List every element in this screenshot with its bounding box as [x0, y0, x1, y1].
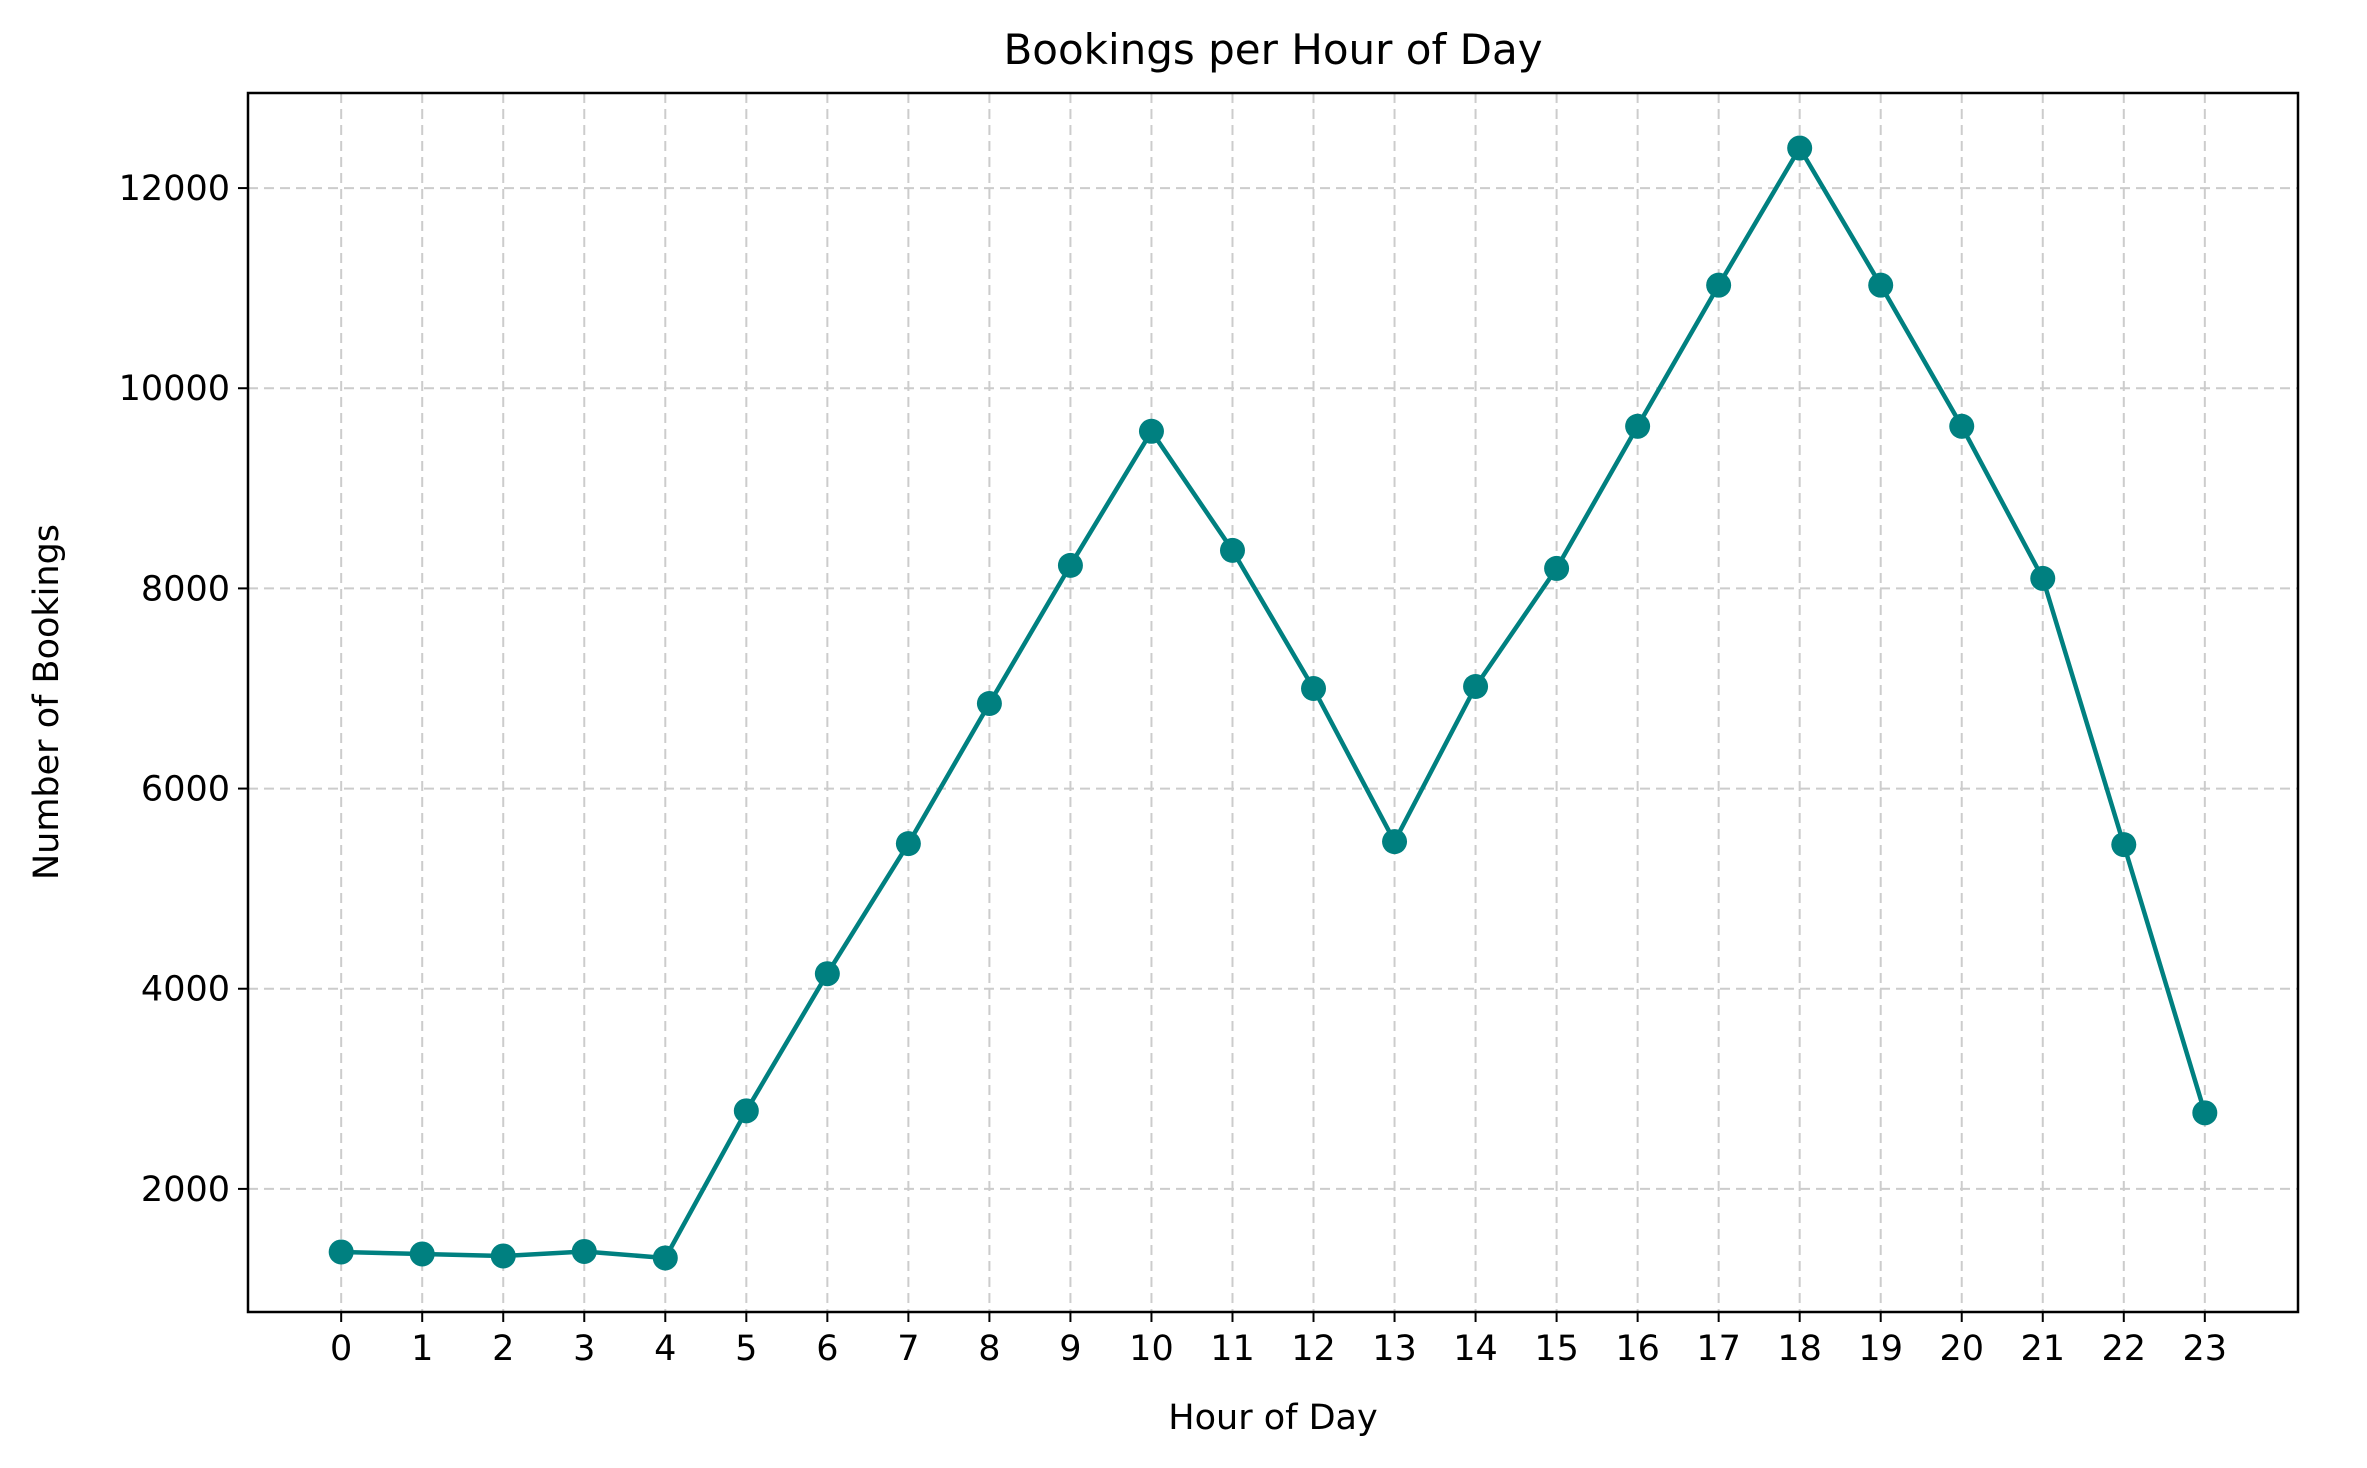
data-point: [733, 1098, 759, 1124]
x-tick-label: 0: [330, 1329, 352, 1369]
plot-frame: [246, 91, 2300, 1314]
x-tick-label: 19: [1858, 1329, 1903, 1369]
x-tick-label: 20: [1939, 1329, 1984, 1369]
data-point: [1787, 135, 1813, 161]
x-tick-label: 10: [1129, 1329, 1174, 1369]
y-tick-label: 6000: [141, 770, 230, 810]
data-point: [2192, 1100, 2218, 1126]
series-layer: [328, 135, 2218, 1271]
x-tick-label: 14: [1453, 1329, 1498, 1369]
x-tick-label: 21: [2020, 1329, 2065, 1369]
x-tick-label: 7: [897, 1329, 919, 1369]
x-tick-label: 11: [1210, 1329, 1255, 1369]
data-point: [814, 961, 840, 987]
y-tick-label: 8000: [141, 569, 230, 609]
chart-title: Bookings per Hour of Day: [1003, 25, 1542, 74]
x-tick-label: 17: [1696, 1329, 1741, 1369]
x-tick-label: 15: [1534, 1329, 1579, 1369]
x-tick-label: 8: [978, 1329, 1000, 1369]
data-point: [2111, 832, 2137, 858]
data-point: [490, 1243, 516, 1269]
x-axis-title: Hour of Day: [1168, 1398, 1377, 1438]
x-tick-label: 6: [816, 1329, 838, 1369]
x-tick-label: 22: [2102, 1329, 2147, 1369]
data-point: [1625, 413, 1651, 439]
x-tick-label: 5: [735, 1329, 757, 1369]
grid: [248, 93, 2298, 1312]
data-point: [895, 831, 921, 857]
x-tick-label: 23: [2183, 1329, 2228, 1369]
x-tick-label: 12: [1291, 1329, 1336, 1369]
x-tick-label: 3: [573, 1329, 595, 1369]
y-tick-label: 2000: [141, 1170, 230, 1210]
data-point: [1463, 673, 1489, 699]
data-point: [1219, 537, 1245, 563]
data-point: [1301, 675, 1327, 701]
data-point: [1057, 552, 1083, 578]
x-tick-label: 1: [411, 1329, 433, 1369]
x-tick-label: 18: [1777, 1329, 1822, 1369]
x-tick-label: 4: [654, 1329, 676, 1369]
data-point: [1949, 413, 1975, 439]
y-axis-title: Number of Bookings: [27, 524, 67, 880]
x-tick-label: 9: [1059, 1329, 1081, 1369]
series-line: [341, 145, 2207, 1261]
x-tick-label: 13: [1372, 1329, 1417, 1369]
x-tick-label: 2: [492, 1329, 514, 1369]
y-tick-label: 10000: [119, 369, 230, 409]
data-point: [976, 691, 1002, 717]
y-tick-label: 4000: [141, 970, 230, 1010]
data-point: [1706, 272, 1732, 298]
data-point: [652, 1245, 678, 1271]
data-point: [2030, 565, 2056, 591]
axis-ticks: 0 1 2 3 4 5 6 7 8 9 10 11 12 13 14 15 16 17 18 19 20 21 22 2320…: [119, 169, 2227, 1369]
data-point: [409, 1241, 435, 1267]
data-point: [1868, 272, 1894, 298]
y-tick-label: 12000: [119, 169, 230, 209]
data-point: [328, 1239, 354, 1265]
data-point: [1382, 829, 1408, 855]
data-point: [571, 1238, 597, 1264]
x-tick-label: 16: [1615, 1329, 1660, 1369]
data-point: [1544, 555, 1570, 581]
data-point: [1138, 418, 1164, 444]
